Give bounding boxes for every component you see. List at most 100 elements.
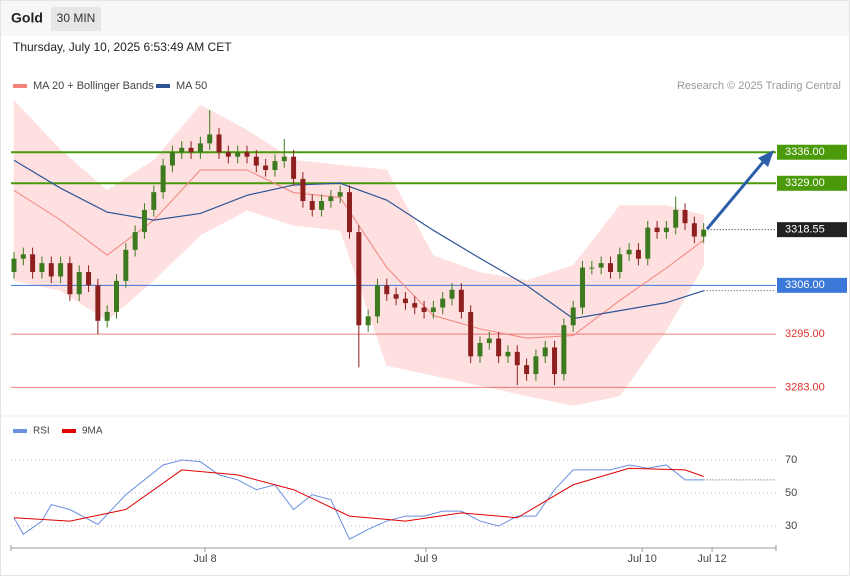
candle-body: [76, 272, 82, 295]
candle-body: [421, 307, 427, 312]
candle-body: [151, 192, 157, 210]
candle-body: [356, 232, 362, 326]
y-tick-label: 30: [785, 520, 797, 532]
level-box: [777, 144, 847, 160]
level-box: [777, 277, 847, 293]
arrow-shaft: [705, 160, 766, 230]
y-tick-label: 50: [785, 487, 797, 499]
candle-body: [253, 156, 259, 166]
candle-body: [430, 307, 436, 312]
legend-label: RSI: [33, 426, 50, 437]
rsi-plot: RSI 9MA 30 50 70 Jul 8 Jul 9 Jul 10 Jul 12: [10, 426, 797, 565]
candle-body: [691, 223, 697, 237]
candle-body: [114, 280, 120, 312]
candle-body: [701, 229, 707, 237]
candle-body: [281, 156, 287, 162]
candle-body: [207, 134, 213, 144]
rsi-line: [13, 459, 704, 540]
candle-body: [514, 351, 520, 366]
legend-label: MA 20 + Bollinger Bands: [33, 80, 154, 92]
legend-label: 9MA: [82, 426, 103, 437]
candle-body: [319, 201, 325, 210]
candle-body: [412, 303, 418, 308]
candle-body: [160, 165, 166, 193]
level-label: 3329.00: [785, 177, 825, 189]
candle-body: [48, 263, 54, 277]
candle-body: [95, 285, 101, 321]
legend-swatch: [62, 429, 76, 433]
interval-badge[interactable]: [51, 7, 101, 31]
candle-body: [589, 267, 595, 269]
ma50-line: [13, 159, 704, 320]
candle-body: [188, 147, 194, 153]
candle-body: [337, 192, 343, 197]
candle-body: [617, 254, 623, 273]
rsi-ma-line: [13, 467, 704, 522]
legend-label: MA 50: [176, 80, 207, 92]
candle-body: [309, 201, 315, 210]
candle-body: [384, 285, 390, 295]
candle-body: [635, 249, 641, 259]
candle-body: [235, 152, 241, 157]
candle-body: [598, 263, 604, 268]
candle-body: [244, 152, 250, 157]
candle-body: [570, 307, 576, 326]
candle-body: [524, 365, 530, 375]
x-tick-label: Jul 8: [193, 553, 216, 565]
ma20-line: [13, 169, 704, 339]
candle-body: [141, 209, 147, 233]
candle-body: [225, 152, 231, 157]
candle-body: [440, 298, 446, 308]
credit: Research © 2025 Trading Central: [677, 80, 841, 92]
candle-body: [291, 156, 297, 179]
level-box: [777, 222, 847, 238]
level-label: 3295.00: [785, 328, 825, 340]
candle-body: [542, 347, 548, 357]
instrument-title: Gold: [11, 10, 43, 26]
candle-body: [477, 343, 483, 357]
candle-body: [58, 263, 64, 277]
candle-body: [580, 267, 586, 308]
candle-body: [30, 254, 36, 273]
level-label: 3336.00: [785, 146, 825, 158]
candle-body: [663, 227, 669, 233]
candle-body: [263, 165, 269, 170]
legend-swatch: [156, 84, 170, 88]
candle-body: [216, 134, 222, 153]
legend-swatch: [13, 84, 27, 88]
candle-body: [468, 311, 474, 357]
candle-body: [673, 209, 679, 228]
candle-body: [533, 356, 539, 375]
level-box: [777, 175, 847, 191]
candle-body: [86, 272, 92, 286]
candle-body: [505, 351, 511, 357]
candle-body: [449, 289, 455, 299]
forecast-arrow: [705, 150, 774, 230]
candle-body: [67, 263, 73, 295]
y-tick-label: 70: [785, 454, 797, 466]
x-tick-label: Jul 10: [627, 553, 656, 565]
level-label: 3306.00: [785, 279, 825, 291]
candle-body: [20, 254, 26, 259]
candle-body: [365, 316, 371, 326]
arrow-head: [758, 150, 774, 167]
candle-body: [654, 227, 660, 233]
candle-body: [486, 338, 492, 344]
candle-body: [393, 294, 399, 299]
candle-body: [104, 311, 110, 321]
candle-body: [300, 178, 306, 202]
candle-body: [347, 192, 353, 233]
candle-body: [402, 298, 408, 304]
candle-body: [607, 263, 613, 273]
candle-body: [552, 347, 558, 375]
candle-body: [39, 263, 45, 273]
candle-body: [272, 161, 278, 170]
candle-body: [11, 258, 17, 273]
interval-label[interactable]: 30 MIN: [57, 11, 96, 25]
x-tick-label: Jul 9: [414, 553, 437, 565]
candle-body: [132, 232, 138, 250]
legend-swatch: [13, 429, 27, 433]
level-label: 3283.00: [785, 381, 825, 393]
